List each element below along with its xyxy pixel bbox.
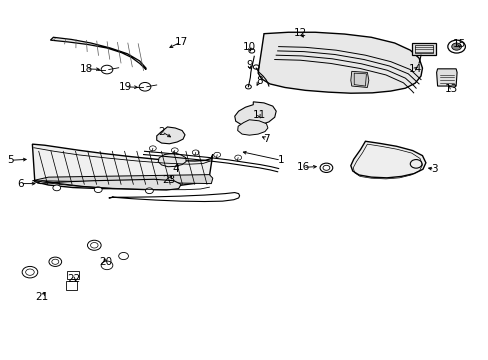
Text: 8: 8 (255, 76, 262, 86)
Text: 4: 4 (173, 164, 179, 174)
Circle shape (451, 43, 461, 50)
Text: 15: 15 (451, 39, 465, 49)
Circle shape (94, 187, 102, 193)
Text: 5: 5 (7, 155, 14, 165)
Text: 9: 9 (245, 60, 252, 70)
Text: 12: 12 (293, 28, 306, 38)
Text: 11: 11 (252, 111, 265, 121)
Text: 14: 14 (407, 64, 421, 74)
Polygon shape (32, 175, 212, 184)
Text: 3: 3 (430, 164, 437, 174)
Text: 6: 6 (17, 179, 23, 189)
Text: 23: 23 (162, 175, 175, 185)
Text: 10: 10 (243, 42, 255, 52)
Circle shape (53, 185, 61, 191)
Polygon shape (237, 120, 267, 135)
Polygon shape (436, 69, 456, 86)
Polygon shape (350, 71, 368, 87)
Text: 17: 17 (174, 37, 187, 47)
Polygon shape (411, 43, 435, 55)
Text: 16: 16 (296, 162, 309, 172)
Text: 2: 2 (158, 127, 164, 136)
Text: 22: 22 (67, 274, 81, 284)
Text: 19: 19 (118, 82, 131, 92)
Polygon shape (350, 141, 425, 178)
Text: 20: 20 (99, 257, 112, 267)
Polygon shape (258, 32, 422, 93)
Polygon shape (157, 127, 184, 144)
Text: 18: 18 (79, 64, 92, 74)
Polygon shape (158, 153, 185, 167)
Circle shape (145, 188, 153, 194)
Polygon shape (32, 144, 212, 189)
Polygon shape (50, 37, 146, 69)
Text: 13: 13 (444, 84, 457, 94)
Polygon shape (37, 179, 181, 190)
Text: 21: 21 (36, 292, 49, 302)
Polygon shape (234, 102, 276, 126)
Text: 1: 1 (277, 155, 284, 165)
Text: 7: 7 (263, 134, 269, 144)
